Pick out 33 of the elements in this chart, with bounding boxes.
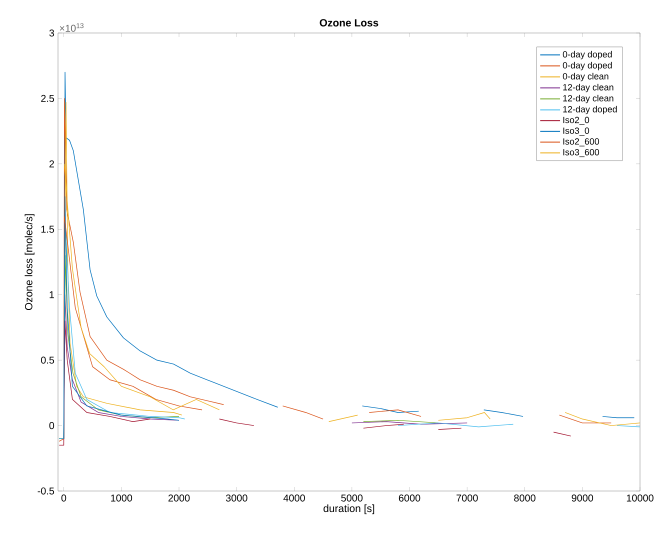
x-tick-label: 10000 xyxy=(626,494,654,502)
legend-label: 12-day clean xyxy=(563,94,614,104)
y-tick-label: 1.5 xyxy=(41,226,54,233)
x-tick-label: 1000 xyxy=(111,494,132,502)
x-tick-label: 5000 xyxy=(341,494,363,502)
legend-label: 0-day doped xyxy=(562,62,612,70)
x-tick-label: 3000 xyxy=(226,494,248,502)
y-tick-label: 2.5 xyxy=(41,94,54,102)
y-tick-label: 2 xyxy=(49,160,54,168)
text: ×10$^{13}$ xyxy=(60,23,84,32)
y-tick-label: 0 xyxy=(49,422,54,430)
x-axis-title: duration [s] xyxy=(324,504,374,514)
x-tick-label: 8000 xyxy=(514,494,536,502)
y-axis-title: Ozone loss [molec/s] xyxy=(24,214,34,310)
x-tick-label: 4000 xyxy=(283,494,305,502)
y-tick-label: 3 xyxy=(49,29,54,37)
legend-label: Iso3_0 xyxy=(563,128,590,136)
x-tick-label: 2000 xyxy=(168,494,190,502)
legend-label: Iso2_600 xyxy=(563,138,600,146)
legend-label: Iso2_0 xyxy=(563,116,590,125)
x-tick-label: 6000 xyxy=(398,494,420,502)
legend-label: 0-day doped xyxy=(562,50,612,60)
chart-title: Ozone Loss xyxy=(320,19,378,26)
y-tick-label: 0.5 xyxy=(41,356,54,364)
y-tick-label: -0.5 xyxy=(38,487,54,495)
x-tick-label: 7000 xyxy=(456,494,478,502)
legend-label: Iso3_600 xyxy=(563,149,600,158)
legend-label: 12-day doped xyxy=(563,106,617,114)
x-tick-label: 9000 xyxy=(572,494,594,502)
legend-label: 0-day clean xyxy=(562,72,608,82)
x-tick-label: 0 xyxy=(61,494,66,502)
y-tick-label: 1 xyxy=(50,291,54,298)
legend-label: 12-day clean xyxy=(563,84,614,92)
